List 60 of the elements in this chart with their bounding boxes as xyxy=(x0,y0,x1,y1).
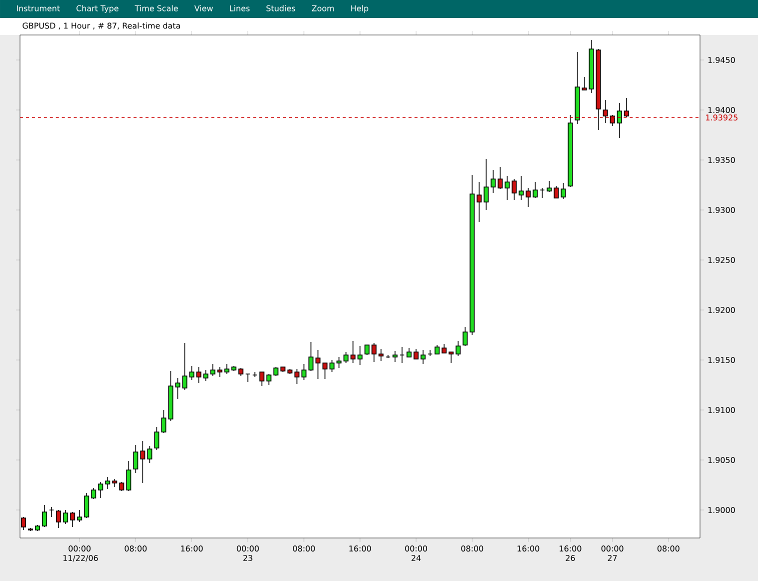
candlestick xyxy=(526,188,531,208)
candlestick xyxy=(84,492,90,518)
candlestick xyxy=(203,370,208,382)
candlestick xyxy=(91,488,96,500)
candlestick xyxy=(392,350,398,362)
candlestick xyxy=(602,100,608,124)
candlestick xyxy=(315,350,320,380)
candlestick xyxy=(259,372,264,386)
candlestick xyxy=(56,510,62,528)
candlestick xyxy=(189,366,194,380)
candlestick xyxy=(358,346,363,366)
candlestick xyxy=(70,512,76,528)
candlestick xyxy=(294,368,300,384)
candlestick xyxy=(63,510,68,524)
candlestick xyxy=(414,348,419,360)
candlestick xyxy=(301,364,306,380)
candlestick xyxy=(329,360,334,372)
candlestick xyxy=(147,446,152,464)
candlestick xyxy=(105,476,110,490)
candlestick xyxy=(582,76,587,90)
candlestick xyxy=(266,374,272,386)
candlestick xyxy=(560,182,566,200)
candlestick xyxy=(98,482,104,498)
candlestick xyxy=(154,426,160,450)
candlestick xyxy=(210,364,216,376)
candlestick xyxy=(554,186,559,198)
candlestick xyxy=(196,366,202,384)
candlestick xyxy=(161,410,166,434)
candlestick xyxy=(308,342,314,372)
candlestick xyxy=(546,180,552,192)
candlestick xyxy=(336,356,342,368)
candlestick xyxy=(182,342,188,390)
candlestick xyxy=(518,176,524,200)
candlestick xyxy=(616,102,622,138)
candlestick xyxy=(484,158,489,210)
candlestick xyxy=(532,182,538,198)
candlestick xyxy=(364,344,370,356)
candlestick xyxy=(448,352,454,364)
candlestick xyxy=(140,440,146,484)
candlestick xyxy=(378,348,384,362)
candlestick xyxy=(512,178,517,200)
candlestick xyxy=(624,98,629,118)
candlestick xyxy=(504,176,510,200)
candlestick xyxy=(372,342,377,362)
candlestick xyxy=(476,182,482,222)
candlestick xyxy=(217,366,222,378)
candlestick xyxy=(490,170,496,194)
candlestick xyxy=(77,510,82,522)
candlestick xyxy=(322,362,328,380)
candlestick xyxy=(420,350,426,364)
candlestick xyxy=(133,444,138,474)
candlestick xyxy=(456,340,461,356)
candlestick xyxy=(126,460,132,492)
candlestick xyxy=(343,352,348,364)
candlestick xyxy=(224,364,230,374)
candlestick xyxy=(42,504,48,528)
candlestick xyxy=(175,378,180,400)
candlestick xyxy=(462,326,468,346)
candlestick xyxy=(350,340,356,364)
candlestick xyxy=(498,166,503,190)
